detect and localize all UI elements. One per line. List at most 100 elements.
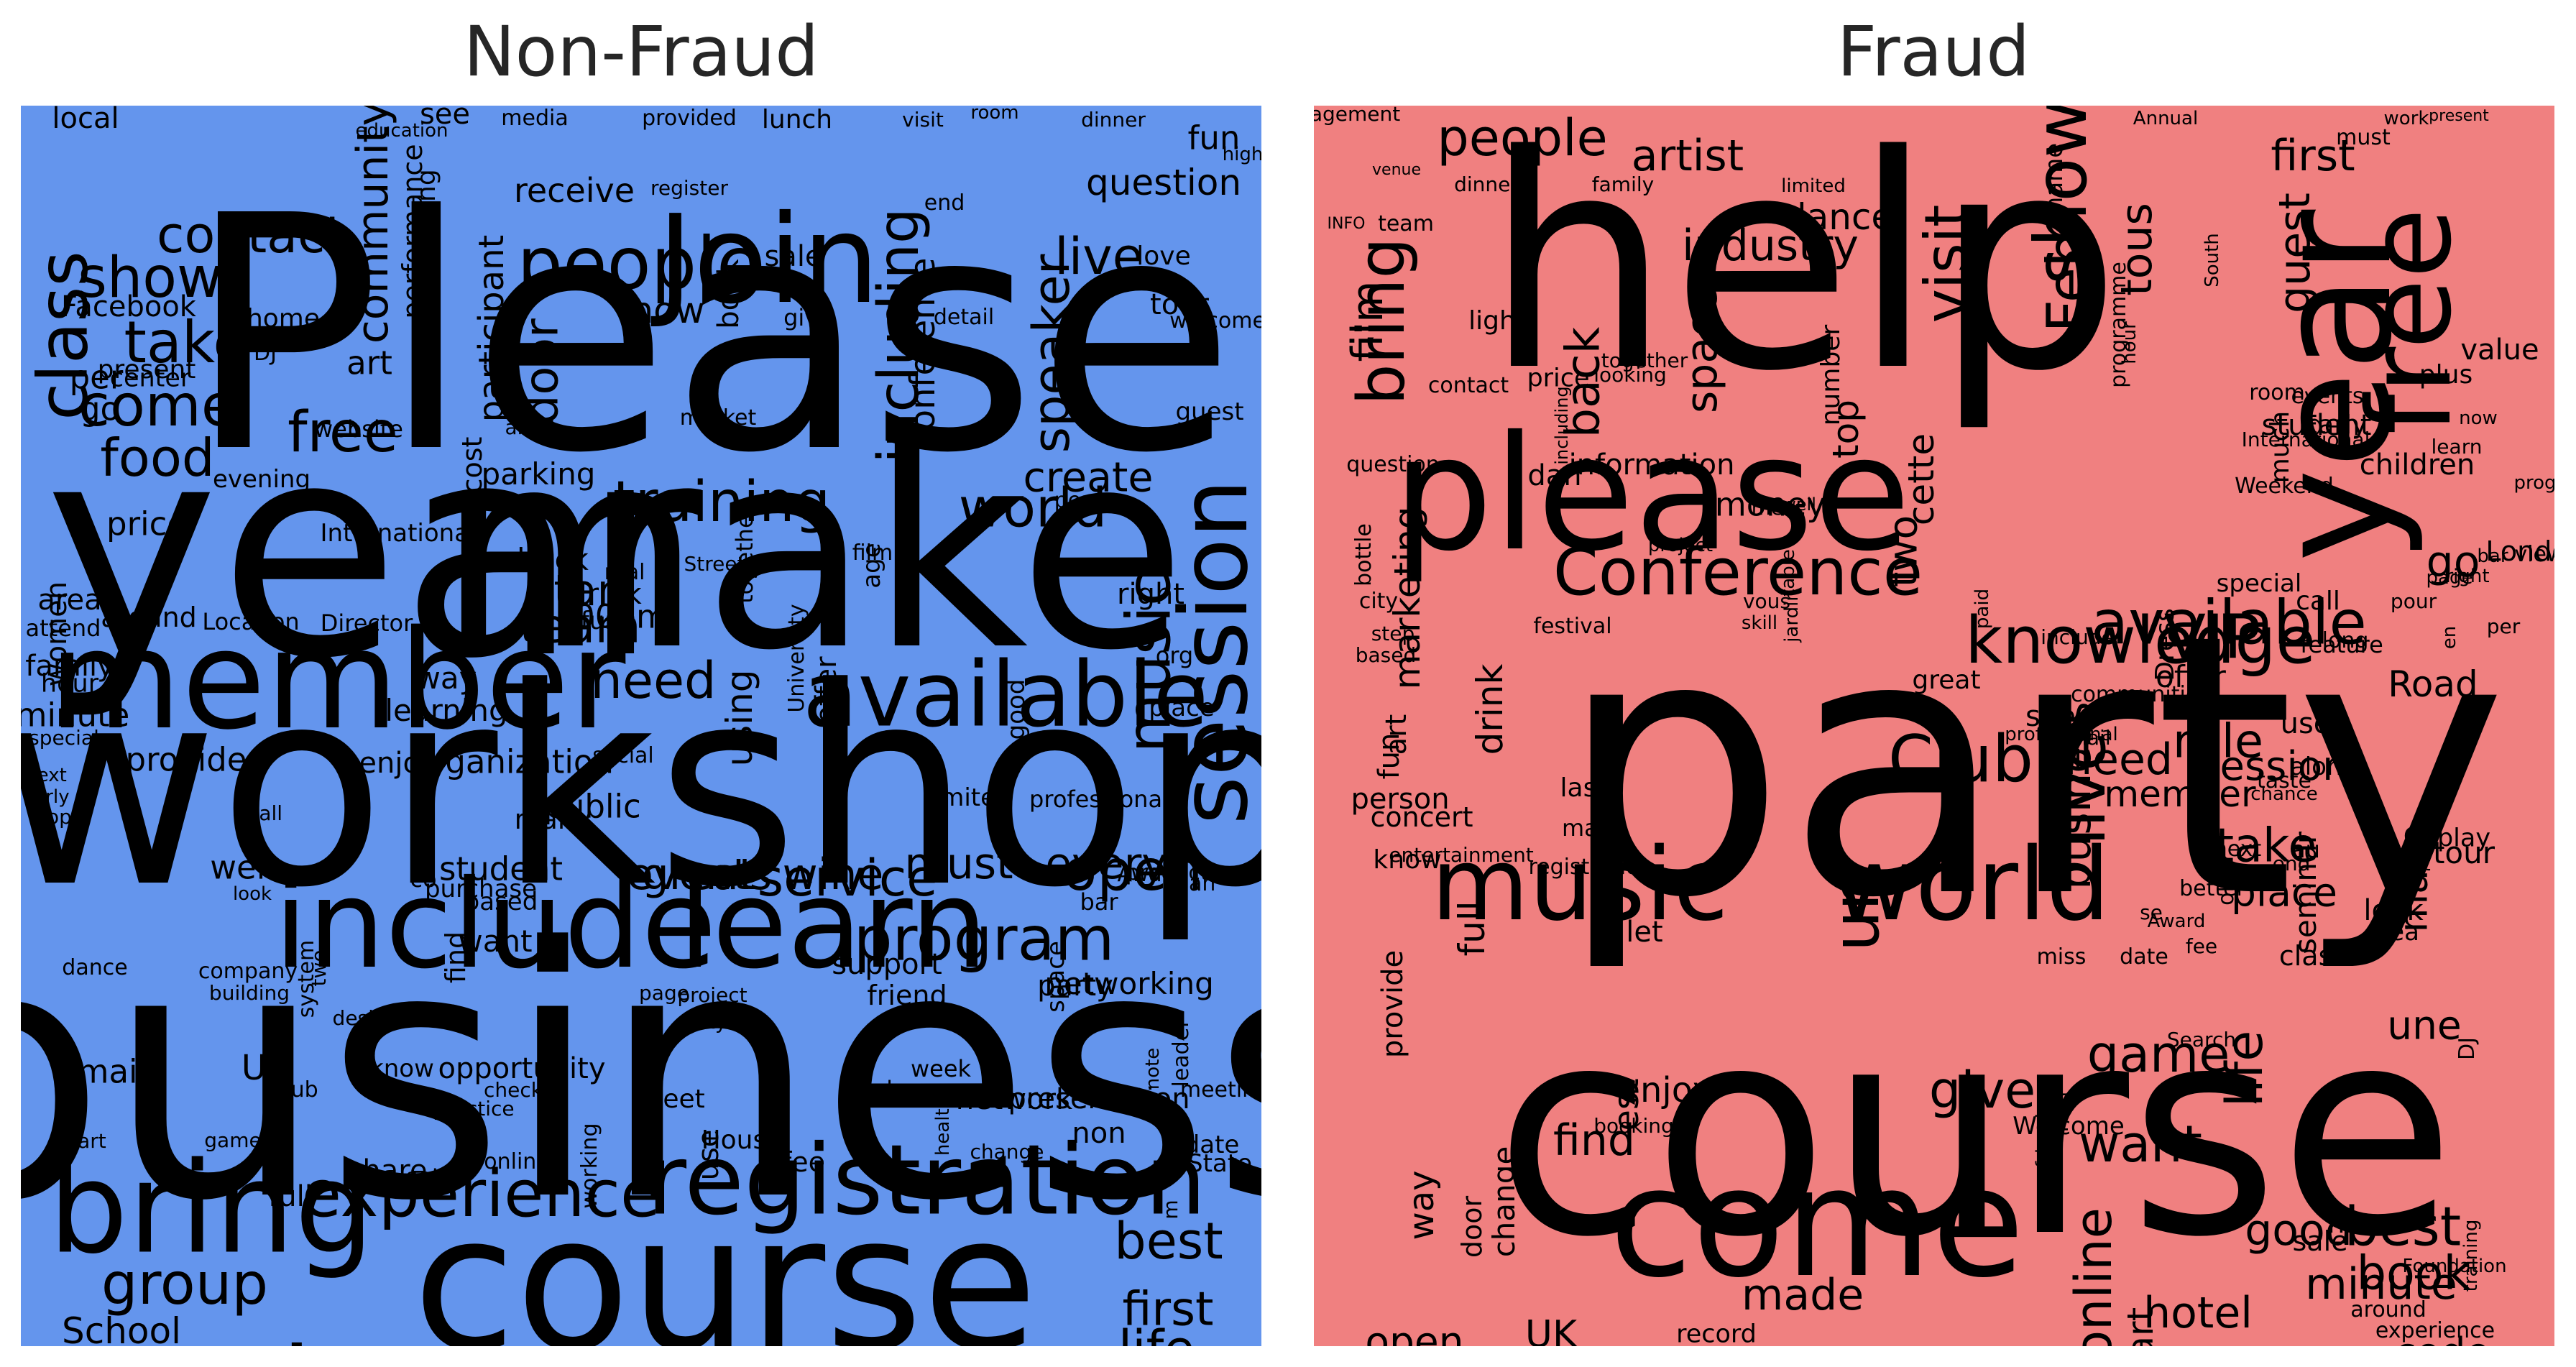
cloud-word: start — [531, 566, 632, 616]
cloud-word: provide — [1376, 949, 1409, 1059]
cloud-word: well — [1782, 494, 1816, 515]
cloud-word: area — [2365, 918, 2419, 947]
cloud-word: working — [577, 1123, 602, 1209]
cloud-word: skill — [546, 1113, 566, 1147]
cloud-word: play — [2437, 824, 2491, 853]
cloud-word: check — [484, 1078, 543, 1102]
cloud-word: first — [2271, 131, 2355, 181]
cloud-word: social — [592, 743, 654, 768]
cloud-word: many — [514, 804, 592, 835]
cloud-word: great — [641, 850, 756, 900]
cloud-word: service — [757, 849, 938, 908]
cloud-word: around — [2350, 1297, 2426, 1322]
cloud-word: light — [1468, 306, 1526, 336]
cloud-word: participant — [472, 234, 512, 423]
cloud-word: attend — [25, 615, 101, 642]
panel-title-fraud: Fraud — [1836, 11, 2030, 92]
cloud-word: taste — [2257, 768, 2312, 793]
cloud-word: find — [440, 931, 472, 984]
cloud-word: program — [853, 903, 1115, 975]
cloud-word: way — [415, 661, 477, 696]
cloud-word: special — [2216, 569, 2302, 598]
cloud-word: health — [932, 1096, 954, 1156]
cloud-word: industry — [629, 1092, 653, 1175]
cloud-word: fun — [1187, 119, 1241, 157]
cloud-word: party — [1037, 970, 1113, 1003]
cloud-word: many — [1562, 814, 1627, 842]
cloud-word: Annual — [2133, 108, 2199, 129]
cloud-word: question — [1346, 452, 1440, 477]
cloud-word: class — [2278, 940, 2347, 972]
cloud-word: Club — [1887, 722, 2034, 797]
cloud-word: plan — [1169, 871, 1216, 896]
cloud-word: register — [650, 176, 728, 200]
cloud-word: information — [486, 1342, 1108, 1346]
cloud-word: refund — [556, 607, 636, 635]
cloud-word: full — [1451, 901, 1493, 957]
cloud-word: public — [543, 787, 641, 826]
cloud-word: present — [97, 355, 196, 385]
cloud-word: information — [1568, 448, 1735, 482]
cloud-word: offer — [810, 656, 843, 724]
cloud-word: part — [2389, 852, 2431, 875]
cloud-word: see — [419, 106, 471, 131]
cloud-word: professional — [1029, 786, 1169, 813]
cloud-word: week — [910, 1055, 972, 1082]
cloud-word: team — [519, 599, 641, 654]
cloud-word: cette — [1900, 433, 1942, 526]
cloud-word: show — [78, 246, 223, 310]
cloud-word: media — [501, 106, 569, 131]
cloud-word: better — [2179, 876, 2245, 901]
cloud-word: chance — [2250, 783, 2318, 805]
cloud-word: know — [369, 1054, 434, 1083]
cloud-word: learning — [385, 693, 508, 728]
cloud-word: contact — [1427, 373, 1509, 398]
cloud-word: change — [1486, 1146, 1522, 1258]
cloud-word: un — [1818, 869, 1894, 952]
cloud-word: see — [2025, 700, 2076, 733]
cloud-word: au — [2291, 836, 2320, 863]
cloud-word: International — [2241, 428, 2370, 451]
cloud-word: based — [464, 888, 538, 916]
cloud-word: open — [1062, 839, 1203, 903]
cloud-word: place — [2231, 869, 2337, 916]
cloud-word: Weekend — [2235, 474, 2334, 499]
cloud-word: dinner — [1454, 172, 1519, 196]
cloud-word: right — [1117, 578, 1184, 611]
cloud-word: help — [1484, 106, 2122, 436]
cloud-word: drink — [1469, 663, 1511, 755]
cloud-word: code — [2395, 1333, 2490, 1346]
cloud-word: guest — [1175, 397, 1244, 426]
cloud-word: children — [2359, 448, 2475, 482]
cloud-word: end — [924, 190, 965, 216]
cloud-word: special — [29, 726, 99, 750]
cloud-word: take — [124, 309, 249, 376]
cloud-word: DJ — [254, 341, 277, 366]
cloud-word: learn — [2431, 435, 2483, 459]
cloud-word: visit — [902, 108, 944, 132]
cloud-word: vous — [1742, 589, 1791, 613]
cloud-word: good — [1002, 678, 1031, 740]
cloud-word: bar — [1080, 888, 1118, 916]
cloud-word: registration — [1528, 855, 1653, 880]
word-cloud-fraud: helppartycoursepleaseyearcomewinemusicwo… — [1314, 106, 2554, 1346]
cloud-word: free — [2342, 208, 2477, 435]
cloud-word: price — [106, 505, 187, 543]
cloud-word: Award — [2147, 911, 2206, 932]
cloud-word: Early — [2301, 410, 2368, 440]
cloud-word: welcome — [1169, 308, 1261, 333]
cloud-word: organization — [413, 742, 614, 781]
cloud-word: hotel — [2143, 1288, 2253, 1338]
cloud-word: name — [2040, 142, 2069, 213]
cloud-word: real — [604, 560, 645, 585]
cloud-word: receive — [513, 171, 635, 210]
cloud-word: non — [1072, 1117, 1126, 1150]
cloud-word: minute — [21, 696, 130, 735]
cloud-word: training — [612, 470, 831, 535]
cloud-word: dance — [1783, 196, 1894, 238]
cloud-word: meet — [638, 1085, 705, 1114]
cloud-word: go — [79, 390, 121, 428]
cloud-word: workshop — [21, 629, 1261, 947]
cloud-word: note — [2327, 1207, 2389, 1239]
cloud-word: work — [76, 1333, 346, 1347]
